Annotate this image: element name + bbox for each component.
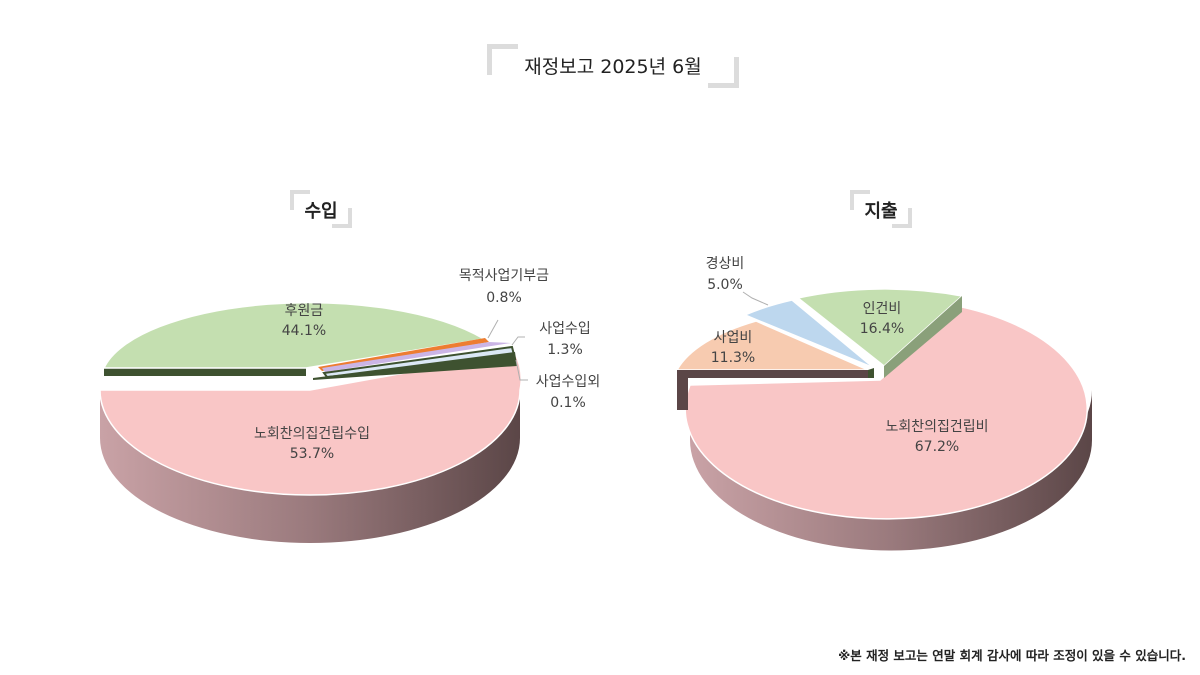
- label-뉴회찬의집건립수입-name: 노회찬의집건립수입: [254, 426, 370, 442]
- label-목적사업기부금-value: 0.8%: [486, 290, 522, 306]
- income-slice-사업수입: [322, 342, 511, 372]
- income-title-frame: 수입: [290, 190, 352, 228]
- expense-pie-side: [690, 390, 1092, 551]
- income-chart-title: 수입: [304, 201, 338, 222]
- label-사업수입외-name: 사업수입외: [536, 374, 600, 390]
- report-title-frame: 재정보고 2025년 6월: [487, 44, 739, 88]
- footnote: ※본 재정 보고는 연말 회계 감사에 따라 조정이 있을 수 있습니다.: [838, 648, 1186, 663]
- label-사업수입외: 사업수입외 0.1%: [536, 374, 600, 411]
- label-사업비-value: 11.3%: [711, 350, 755, 366]
- label-뉴회찬의집건립비-value: 67.2%: [915, 439, 959, 455]
- frame-corner-top-left: [487, 44, 518, 75]
- expense-pie: [675, 288, 1092, 551]
- label-목적사업기부금: 목적사업기부금 0.8%: [459, 268, 549, 306]
- label-후원금-name: 후원금: [285, 303, 324, 319]
- income-slice-후원금: [102, 301, 487, 369]
- label-사업수입외-value: 0.1%: [550, 395, 586, 411]
- expense-slice-사업비: [675, 320, 869, 371]
- leader-line-경상비: [742, 291, 769, 306]
- label-인건비: 인건비 16.4%: [860, 301, 904, 337]
- label-경상비-value: 5.0%: [707, 277, 743, 293]
- label-경상비: 경상비 5.0%: [706, 256, 745, 293]
- label-사업수입-value: 1.3%: [547, 342, 583, 358]
- label-후원금-value: 44.1%: [282, 323, 326, 339]
- income-slice-뉴회찬의집건립수입: [99, 352, 523, 496]
- income-slice-후원금-edge: [104, 368, 306, 376]
- leader-line-사업수입외: [515, 359, 528, 381]
- label-뉴회찬의집건립수입-value: 53.7%: [290, 446, 334, 462]
- expense-title-frame: 지출: [850, 190, 912, 228]
- frame-corner-bottom-right: [332, 208, 352, 228]
- label-경상비-name: 경상비: [706, 256, 745, 272]
- expense-slice-사업비-edge: [677, 370, 868, 378]
- leader-line-사업수입: [511, 336, 525, 346]
- label-후원금: 후원금 44.1%: [282, 303, 326, 339]
- frame-corner-top-left: [290, 190, 310, 210]
- income-pie-side: [100, 390, 520, 543]
- income-slice-edge: [313, 352, 517, 380]
- label-사업수입: 사업수입 1.3%: [539, 321, 591, 358]
- expense-slice-인건비-edge: [884, 296, 962, 378]
- label-사업비-name: 사업비: [714, 330, 753, 346]
- leader-line-목적사업기부금: [487, 319, 499, 339]
- frame-corner-top-left: [850, 190, 870, 210]
- label-목적사업기부금-name: 목적사업기부금: [459, 268, 549, 284]
- label-인건비-name: 인건비: [863, 301, 902, 317]
- label-사업수입-name: 사업수입: [539, 321, 591, 337]
- expense-slice-경상비-edge: [868, 368, 874, 378]
- label-사업비: 사업비 11.3%: [711, 330, 755, 366]
- frame-corner-bottom-right: [708, 57, 739, 88]
- expense-slice-인건비: [796, 288, 964, 367]
- income-pie: [99, 301, 528, 543]
- label-인건비-value: 16.4%: [860, 321, 904, 337]
- label-뉴회찬의집건립비: 노회찬의집건립비 67.2%: [885, 419, 988, 455]
- expense-slice-사업비-side: [677, 370, 688, 410]
- frame-corner-bottom-right: [892, 208, 912, 228]
- report-title: 재정보고 2025년 6월: [524, 56, 702, 78]
- label-뉴회찬의집건립수입: 노회찬의집건립수입 53.7%: [254, 426, 370, 462]
- expense-slice-경상비: [743, 299, 875, 369]
- label-뉴회찬의집건립비-name: 노회찬의집건립비: [885, 419, 988, 435]
- expense-chart-title: 지출: [864, 201, 898, 222]
- expense-slice-뉴회찬의집건립비: [684, 306, 1088, 520]
